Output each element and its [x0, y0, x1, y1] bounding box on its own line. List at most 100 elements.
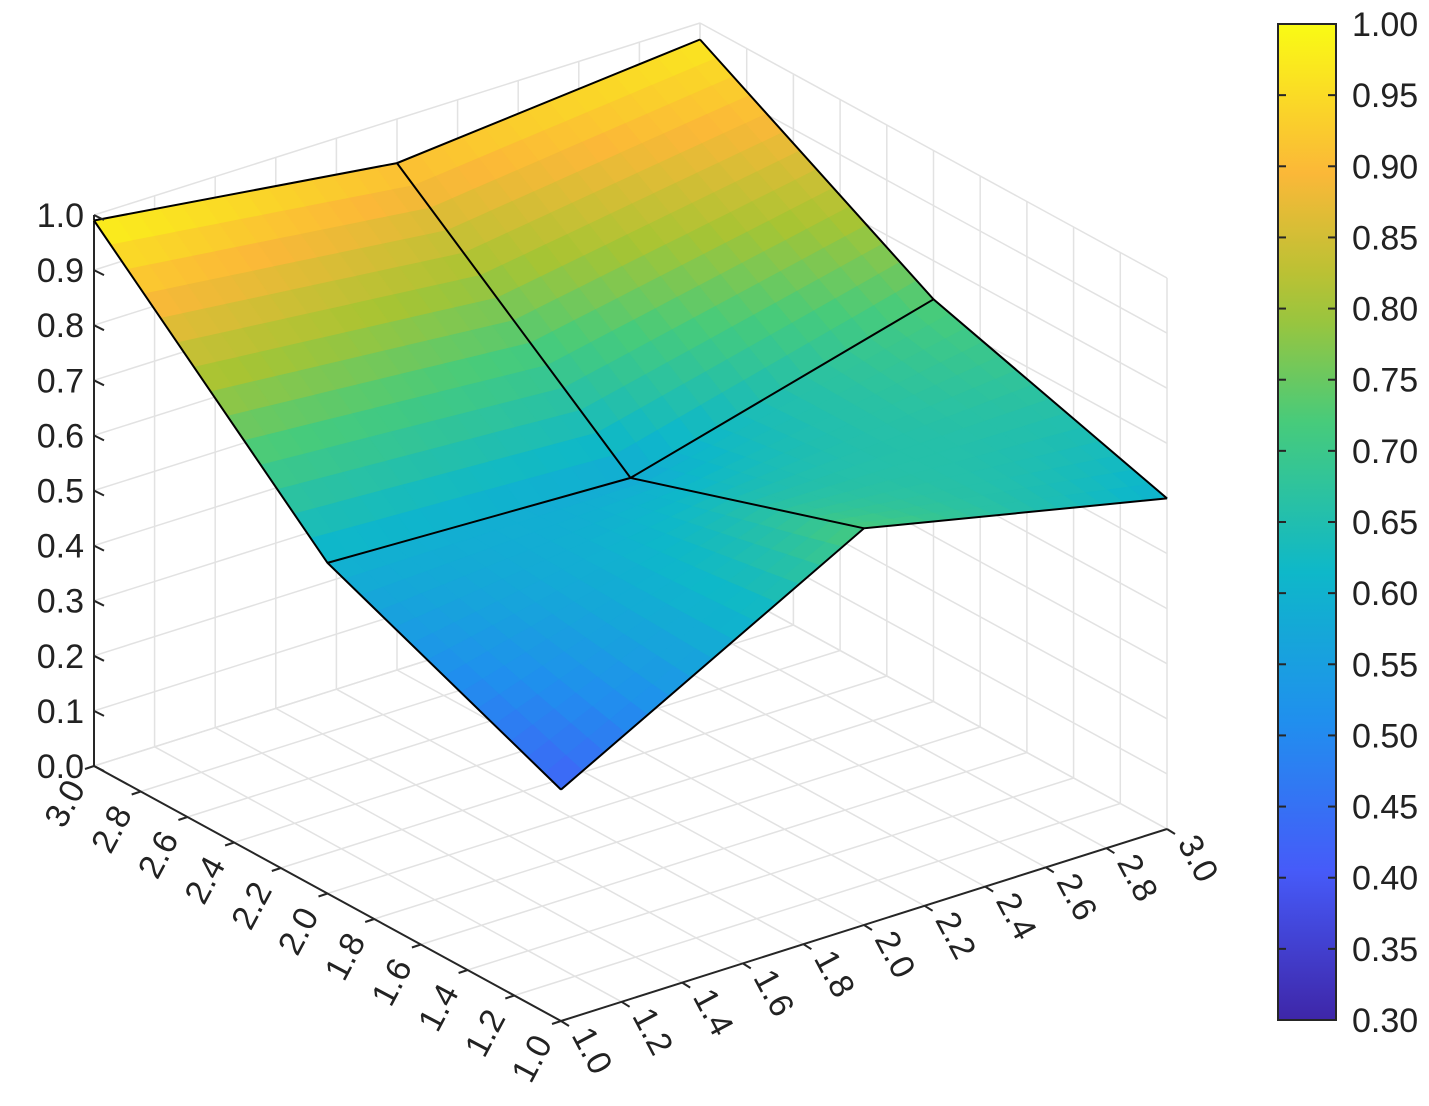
z-axis-ticks: 0.0 0.1 0.2 0.3 0.4 0.5 0.6 0.7 0.8 0.9 1.0 — [37, 197, 105, 786]
surface-edge-col — [93, 219, 562, 791]
x-tick-mark — [1105, 847, 1115, 855]
y-tick-label: 1.6 — [364, 952, 420, 1012]
colorbar: 0.30 0.35 0.40 0.45 0.50 0.55 0.60 0.65 0.70 0.75… — [1277, 6, 1418, 1040]
x-tick-label: 2.6 — [1049, 867, 1105, 927]
colorbar-tick-label: 1.00 — [1352, 6, 1418, 44]
y-tick-label: 1.2 — [458, 1003, 514, 1063]
x-tick-label: 3.0 — [1170, 829, 1226, 889]
z-tick-mark — [93, 544, 105, 552]
colorbar-tick-label: 0.95 — [1352, 77, 1418, 115]
y-tick-mark — [271, 867, 282, 872]
x-tick-mark — [621, 1000, 631, 1008]
floor-grid-line — [327, 700, 934, 895]
x-tick-mark — [984, 885, 994, 893]
z-tick-label: 0.2 — [37, 638, 84, 676]
side-wall-grid-line — [699, 77, 1168, 334]
surface-edge-col — [396, 162, 865, 530]
z-tick-label: 0.0 — [37, 748, 84, 786]
colorbar-tick-label: 0.75 — [1352, 362, 1418, 400]
colorbar-tick-label: 0.45 — [1352, 789, 1418, 827]
y-tick-mark — [84, 765, 95, 770]
x-tick-label: 2.2 — [928, 906, 984, 966]
floor-grid-line — [420, 751, 1028, 946]
x-tick-label: 1.2 — [625, 1002, 681, 1062]
z-tick-mark — [93, 654, 105, 662]
colorbar-tick-label: 0.50 — [1352, 717, 1418, 755]
colorbar-tick-label: 0.40 — [1352, 860, 1418, 898]
y-tick-mark — [131, 790, 142, 796]
y-tick-mark — [364, 918, 375, 923]
floor-grid-line — [514, 802, 1121, 997]
z-tick-label: 0.7 — [37, 362, 84, 400]
colorbar-tick-label: 0.35 — [1352, 931, 1418, 969]
y-tick-mark — [458, 969, 468, 974]
y-tick-label: 2.0 — [271, 901, 327, 961]
colorbar-tick-label: 0.55 — [1352, 646, 1418, 684]
y-tick-mark — [551, 1020, 562, 1025]
surface-mesh — [93, 38, 1168, 791]
x-tick-mark — [924, 904, 934, 912]
colorbar-bar — [1277, 23, 1337, 1021]
y-tick-mark — [504, 994, 515, 1000]
floor-grid-line — [280, 675, 888, 869]
y-tick-mark — [411, 943, 422, 949]
colorbar-tick-label: 0.80 — [1352, 291, 1418, 329]
x-tick-label: 2.8 — [1109, 848, 1165, 908]
z-tick-mark — [93, 324, 105, 332]
y-tick-label: 2.4 — [177, 850, 233, 910]
x-tick-label: 2.4 — [988, 887, 1044, 947]
x-tick-mark — [681, 981, 691, 989]
y-tick-label: 2.6 — [131, 825, 187, 885]
x-tick-mark — [802, 943, 812, 951]
y-tick-mark — [178, 816, 188, 821]
z-tick-label: 1.0 — [37, 197, 84, 235]
back-wall-grid-line — [93, 22, 701, 216]
z-tick-label: 0.1 — [37, 693, 84, 731]
y-tick-label: 1.0 — [504, 1029, 560, 1089]
x-tick-label: 1.4 — [685, 983, 741, 1043]
z-tick-mark — [93, 599, 105, 607]
y-tick-label: 2.2 — [224, 876, 280, 936]
z-tick-label: 0.6 — [37, 417, 84, 455]
z-tick-mark — [93, 214, 105, 221]
z-tick-label: 0.9 — [37, 252, 84, 290]
y-tick-label: 1.4 — [411, 978, 467, 1038]
z-tick-mark — [93, 710, 105, 717]
z-tick-label: 0.3 — [37, 583, 84, 621]
z-tick-mark — [93, 489, 105, 497]
x-tick-label: 1.0 — [564, 1021, 620, 1081]
y-tick-label: 2.8 — [84, 799, 140, 859]
y-tick-mark — [318, 892, 328, 898]
side-wall-grid-line — [699, 22, 1168, 279]
z-tick-mark — [93, 269, 105, 276]
x-tick-mark — [863, 924, 873, 931]
y-tick-label: 1.8 — [318, 927, 374, 987]
x-tick-label: 1.8 — [806, 944, 862, 1004]
y-axis-ticks: 1.01.21.41.61.82.02.22.42.62.83.0 — [37, 765, 562, 1089]
z-tick-label: 0.8 — [37, 307, 84, 345]
x-tick-label: 2.0 — [867, 925, 923, 985]
x-tick-mark — [1166, 828, 1176, 835]
x-tick-mark — [742, 962, 752, 970]
x-tick-mark — [1045, 866, 1055, 874]
side-wall-grid-line — [699, 573, 1168, 830]
colorbar-tick-label: 0.60 — [1352, 575, 1418, 613]
x-tick-label: 1.6 — [746, 963, 802, 1023]
colorbar-tick-label: 0.65 — [1352, 504, 1418, 542]
z-tick-label: 0.5 — [37, 473, 84, 511]
z-tick-mark — [93, 379, 105, 387]
floor-grid-line — [467, 777, 1074, 971]
y-tick-mark — [224, 841, 235, 847]
z-tick-mark — [93, 765, 105, 772]
colorbar-tick-label: 0.70 — [1352, 433, 1418, 471]
surface-edge-col — [699, 38, 1168, 500]
z-tick-mark — [93, 434, 105, 442]
floor-grid-line — [373, 726, 981, 920]
x-tick-mark — [560, 1020, 570, 1027]
colorbar-tick-label: 0.85 — [1352, 219, 1418, 257]
colorbar-tick-label: 0.30 — [1352, 1002, 1418, 1040]
z-tick-label: 0.4 — [37, 528, 84, 566]
colorbar-tick-label: 0.90 — [1352, 148, 1418, 186]
